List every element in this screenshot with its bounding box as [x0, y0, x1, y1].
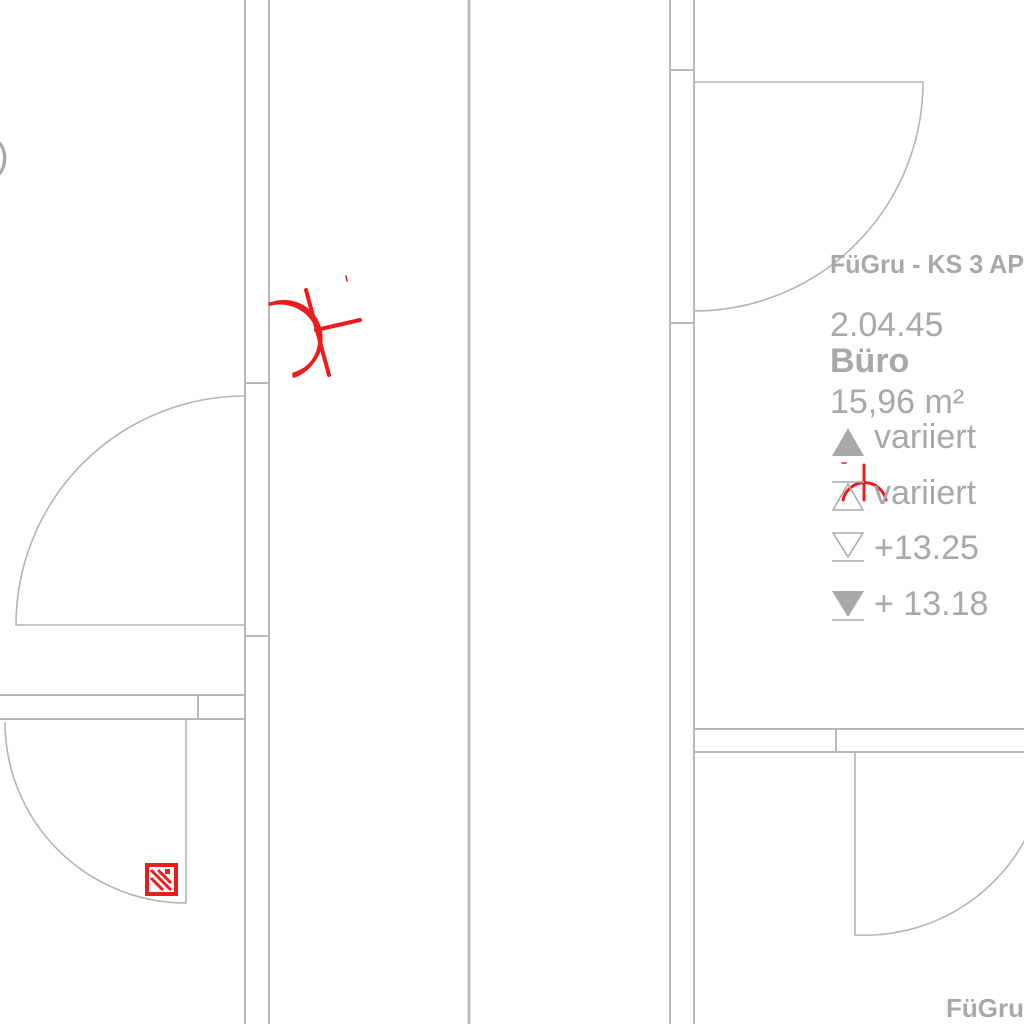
door-swing-right-upper — [693, 81, 924, 312]
right-partitions — [694, 728, 1024, 753]
triangle-down-filled-icon — [832, 591, 864, 621]
fire-hydrant-symbol — [268, 275, 362, 378]
triangle-up-outline-icon — [831, 481, 865, 511]
triangle-up-filled-icon — [832, 428, 864, 456]
door-swing-left-upper — [15, 395, 246, 626]
door-swing-right-lower — [854, 752, 1024, 937]
partial-label: ) — [0, 135, 9, 177]
room-header: FüGru - KS 3 AP — [830, 249, 1024, 279]
door-swings — [4, 81, 1024, 937]
level-value-2: variiert — [874, 474, 977, 512]
level-value-1: variiert — [874, 418, 977, 456]
room-name: Büro — [830, 342, 909, 380]
door-swing-left-lower — [4, 719, 187, 904]
level-value-4: + 13.18 — [874, 585, 988, 623]
left-partitions — [0, 694, 245, 720]
room-area: 15,96 m² — [830, 383, 964, 421]
triangle-down-outline-icon — [831, 532, 865, 562]
level-value-3: +13.25 — [874, 529, 979, 567]
bottom-room-header: FüGru — [946, 993, 1024, 1023]
fire-extinguisher-icon — [145, 863, 178, 896]
room-number: 2.04.45 — [830, 306, 943, 344]
corridor-walls — [244, 0, 695, 1024]
